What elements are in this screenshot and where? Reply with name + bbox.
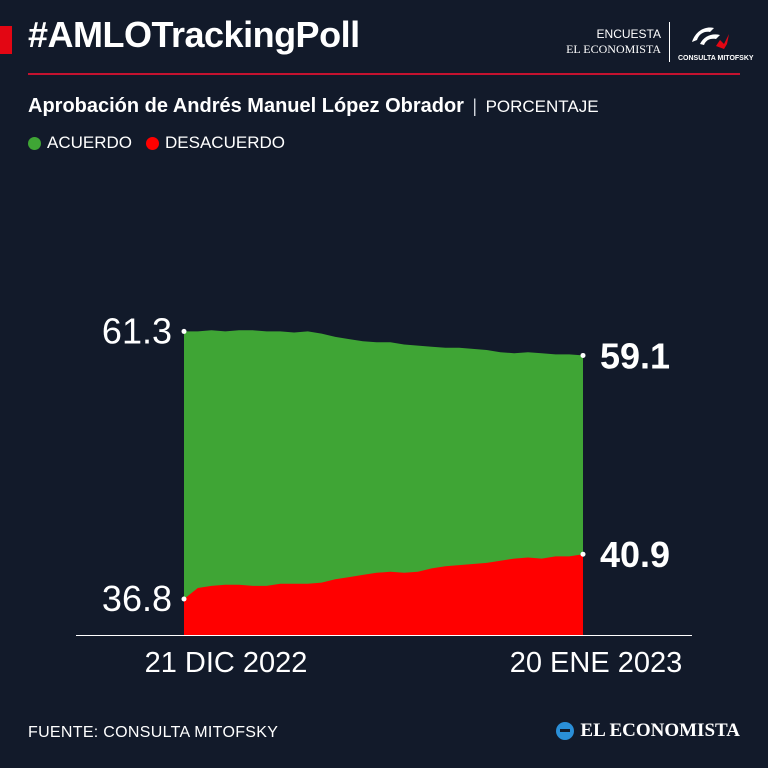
el-economista-logo-icon xyxy=(556,722,575,740)
footer-logo-text: EL ECONOMISTA xyxy=(580,720,740,741)
header-accent-bar xyxy=(0,26,12,54)
start-value-label-desacuerdo: 36.8 xyxy=(102,578,172,619)
brand-block: ENCUESTA EL ECONOMISTA CONSULTA MITOFSKY xyxy=(566,20,754,64)
start-value-label-acuerdo: 61.3 xyxy=(102,310,172,351)
area-series-acuerdo xyxy=(184,330,583,635)
end-value-label-acuerdo: 59.1 xyxy=(600,335,670,376)
page-title: #AMLOTrackingPoll xyxy=(28,14,360,55)
header-divider xyxy=(28,73,740,75)
legend-item-desacuerdo: DESACUERDO xyxy=(146,133,285,153)
source-note: FUENTE: CONSULTA MITOFSKY xyxy=(28,724,279,741)
encuesta-el-economista-mark: ENCUESTA EL ECONOMISTA xyxy=(566,27,669,57)
area-series-desacuerdo xyxy=(184,554,583,635)
legend-swatch-desacuerdo xyxy=(146,136,160,150)
consulta-mitofsky-logo: CONSULTA MITOFSKY xyxy=(678,22,754,62)
end-value-label-desacuerdo: 40.9 xyxy=(600,534,670,575)
chart-legend: ACUERDO DESACUERDO xyxy=(28,133,299,153)
mitofsky-emblem-icon xyxy=(692,27,729,49)
subtitle-unit: PORCENTAJE xyxy=(485,97,599,116)
x-tick-label-end: 20 ENE 2023 xyxy=(510,647,683,679)
brand-line-1: ENCUESTA xyxy=(596,27,661,41)
subtitle-main: Aprobación de Andrés Manuel López Obrado… xyxy=(28,95,464,117)
brand-line-2: EL ECONOMISTA xyxy=(566,42,661,56)
end-marker-desacuerdo xyxy=(580,551,586,557)
footer-logo: EL ECONOMISTA xyxy=(556,720,740,742)
mitofsky-logo-text: CONSULTA MITOFSKY xyxy=(678,55,754,62)
legend-swatch-acuerdo xyxy=(28,136,41,150)
legend-item-acuerdo: ACUERDO xyxy=(28,133,132,153)
legend-label-acuerdo: ACUERDO xyxy=(47,133,133,152)
start-marker-acuerdo xyxy=(181,328,187,334)
legend-label-desacuerdo: DESACUERDO xyxy=(165,133,285,152)
x-tick-label-start: 21 DIC 2022 xyxy=(145,647,308,679)
end-marker-acuerdo xyxy=(580,352,586,358)
subtitle-separator: | xyxy=(472,96,478,116)
chart-subtitle: Aprobación de Andrés Manuel López Obrado… xyxy=(28,95,599,118)
start-marker-desacuerdo xyxy=(181,596,187,602)
brand-divider xyxy=(669,22,670,62)
